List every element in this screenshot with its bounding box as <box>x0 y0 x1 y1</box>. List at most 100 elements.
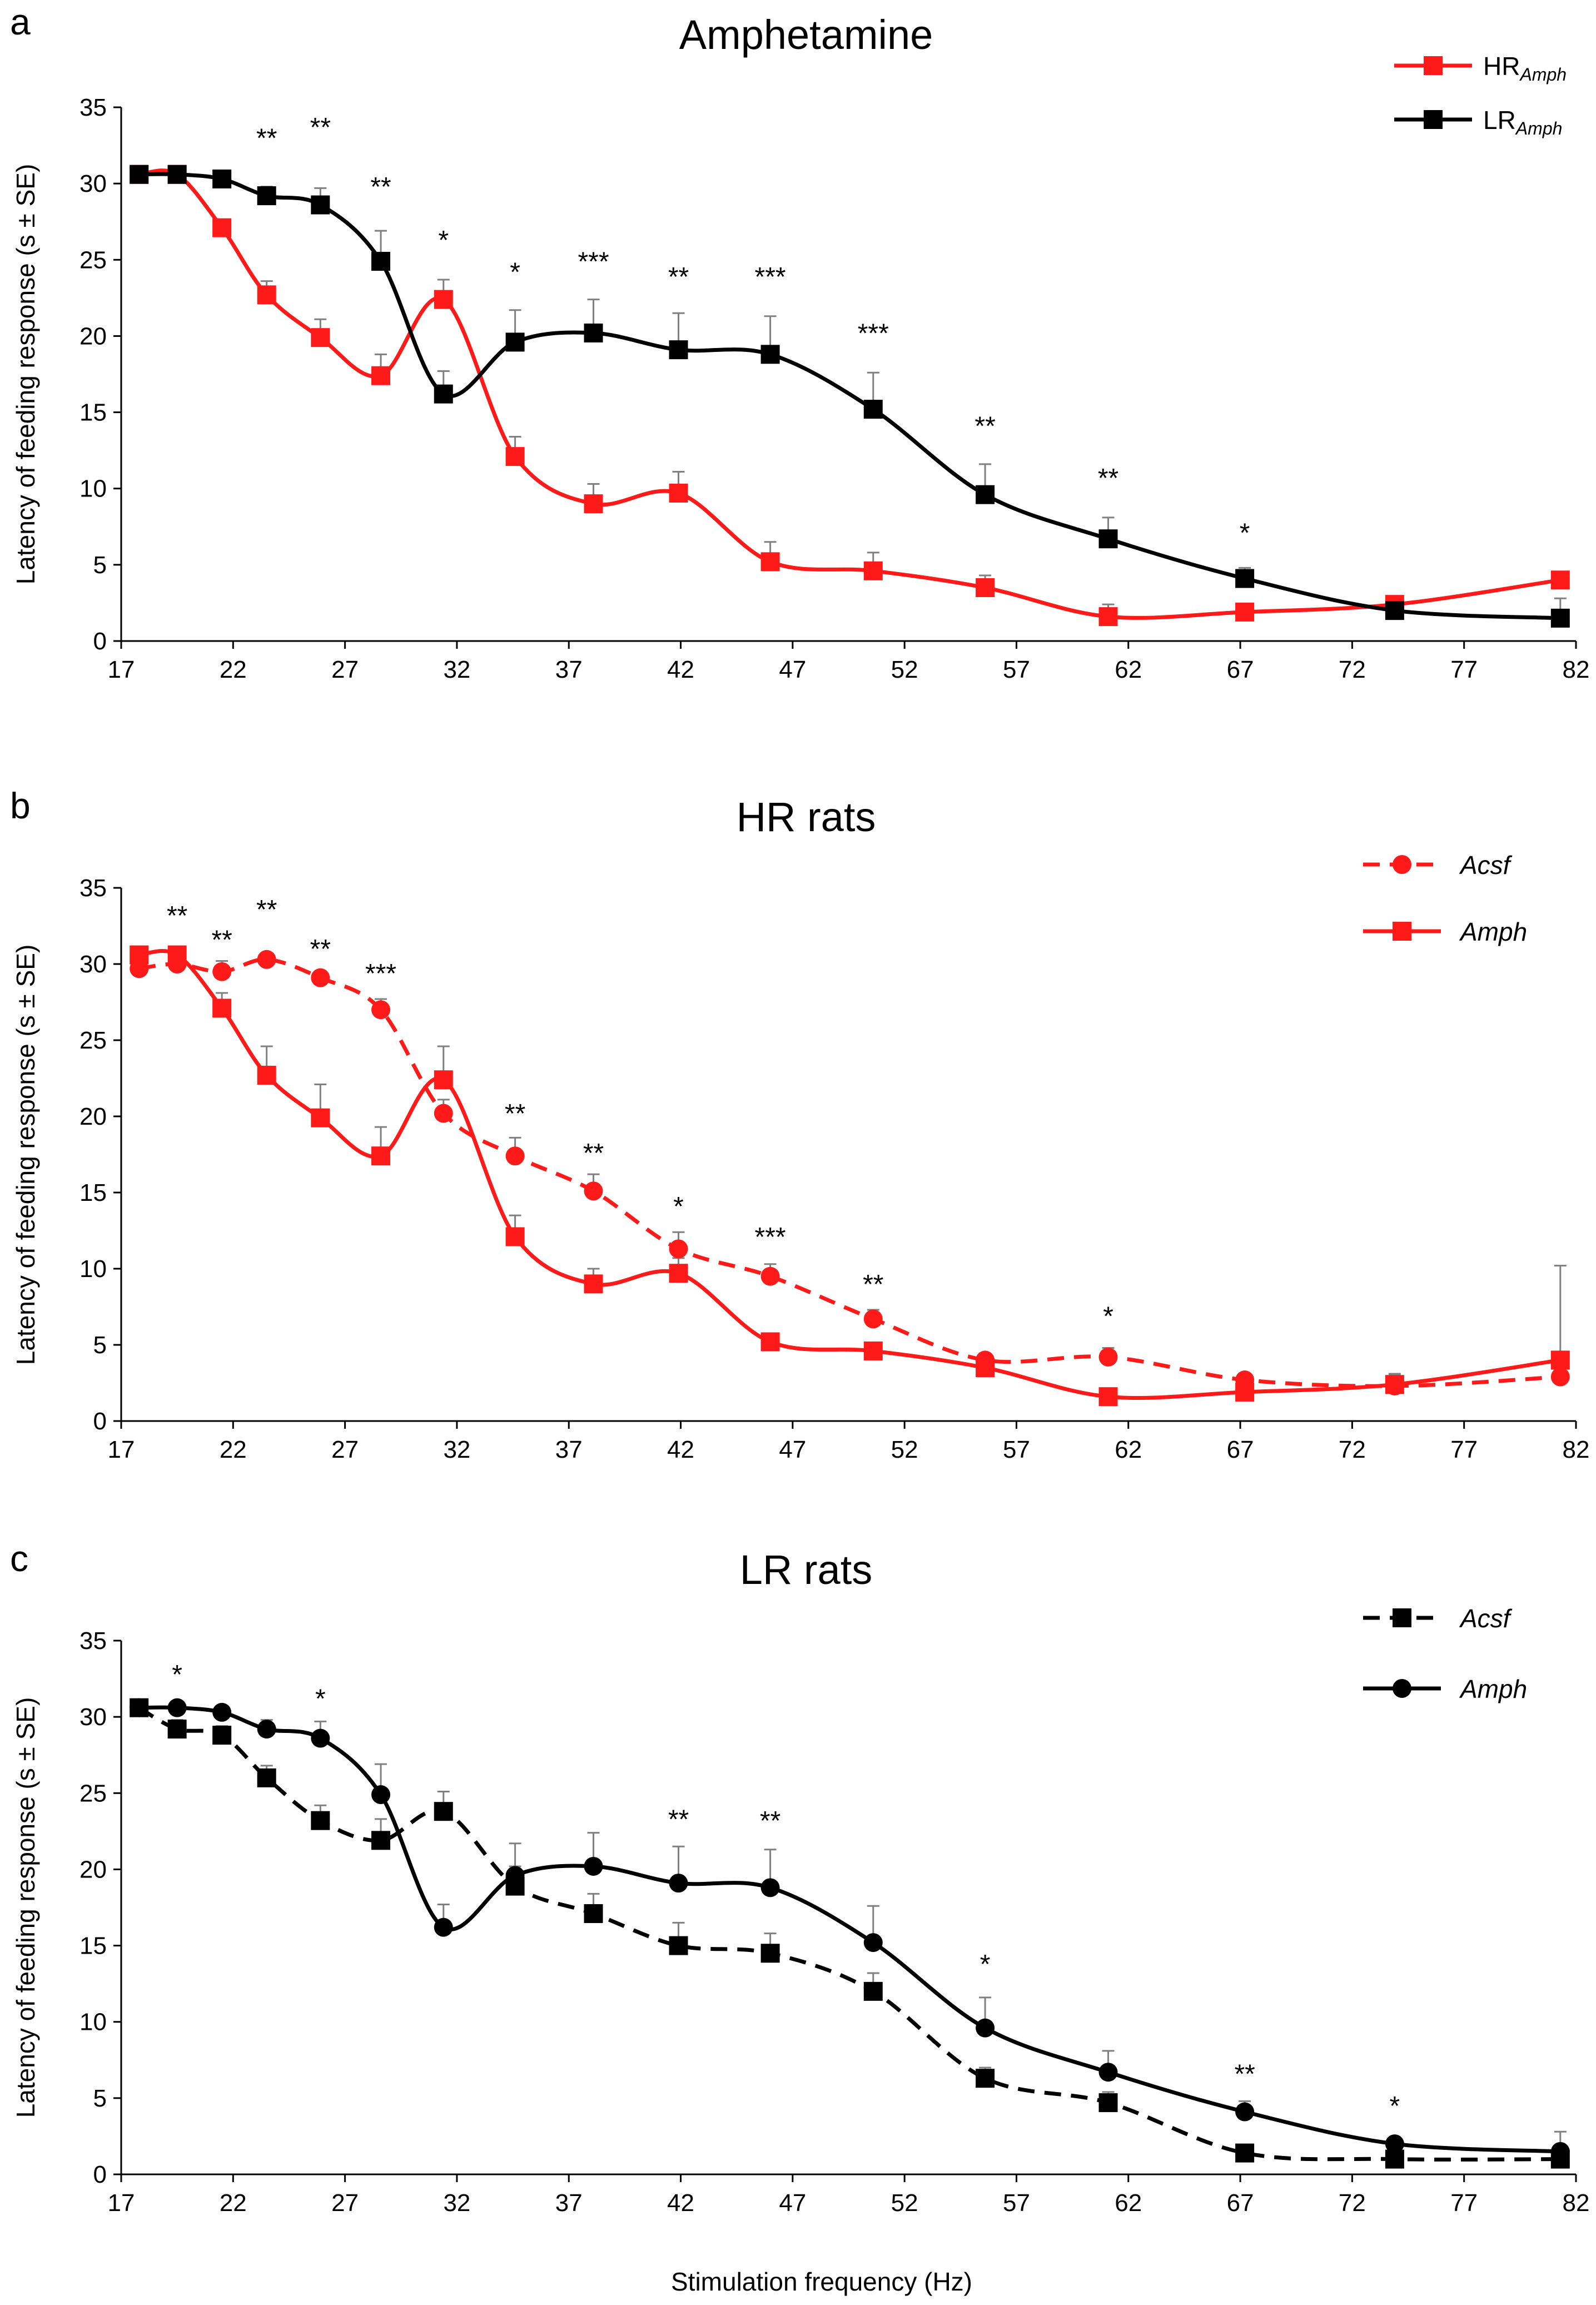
data-point-acsf <box>311 1811 330 1830</box>
data-point-acsf <box>1550 1367 1570 1387</box>
data-point-amph <box>584 1274 603 1294</box>
data-point-acsf <box>584 1904 603 1923</box>
data-point-acsf <box>863 1309 883 1329</box>
data-point-amph <box>1550 2142 1570 2161</box>
significance-label: ** <box>211 926 232 955</box>
data-point-hr <box>311 328 330 347</box>
data-point-hr <box>257 285 276 305</box>
significance-label: ** <box>256 895 277 925</box>
y-tick-label: 30 <box>79 1703 107 1731</box>
significance-label: * <box>172 1660 182 1690</box>
x-tick-label: 32 <box>443 2189 470 2217</box>
data-point-amph <box>976 2018 995 2038</box>
data-point-amph <box>976 1358 995 1378</box>
x-tick-label: 67 <box>1227 2189 1254 2217</box>
x-tick-label: 17 <box>108 2189 135 2217</box>
legend-marker-amph <box>1393 1679 1411 1698</box>
data-point-lr <box>863 400 883 419</box>
data-point-amph <box>1235 2102 1255 2122</box>
y-tick-label: 10 <box>79 2009 107 2036</box>
chart-title: HR rats <box>737 794 876 840</box>
y-tick-label: 15 <box>79 399 107 426</box>
x-tick-label: 52 <box>891 656 918 683</box>
significance-label: ** <box>583 1139 604 1168</box>
data-point-acsf <box>371 1000 391 1020</box>
series-line-hr <box>138 168 1561 620</box>
data-point-amph <box>505 1227 525 1246</box>
data-point-amph <box>584 1856 603 1876</box>
data-point-acsf <box>212 1726 232 1745</box>
data-point-hr <box>863 561 883 580</box>
legend-subscript: Amph <box>1515 118 1563 138</box>
panel-letter: c <box>10 1538 28 1579</box>
legend-marker-acsf <box>1393 1608 1411 1627</box>
panel-letter: b <box>10 785 31 826</box>
legend-marker-acsf <box>1393 855 1411 874</box>
data-point-hr <box>760 552 780 572</box>
data-point-amph <box>1550 1350 1570 1370</box>
data-point-hr <box>1550 570 1570 590</box>
series-line-lr <box>139 172 1560 620</box>
significance-label: ** <box>1098 464 1118 493</box>
x-tick-label: 47 <box>779 2189 806 2217</box>
significance-label: ** <box>668 1805 689 1834</box>
data-point-lr <box>212 169 232 188</box>
y-tick-label: 0 <box>93 2161 107 2188</box>
data-point-acsf <box>434 1802 453 1821</box>
x-tick-label: 52 <box>891 1436 918 1463</box>
data-point-amph <box>311 1108 330 1127</box>
y-tick-label: 35 <box>79 875 107 902</box>
x-tick-label: 47 <box>779 1436 806 1463</box>
data-point-lr <box>257 186 276 206</box>
data-point-amph <box>212 998 232 1018</box>
data-point-lr <box>130 165 149 184</box>
data-point-amph <box>434 1917 453 1937</box>
data-point-lr <box>760 345 780 364</box>
x-tick-label: 77 <box>1450 2189 1478 2217</box>
significance-label: ** <box>256 123 277 153</box>
data-point-acsf <box>505 1146 525 1166</box>
x-tick-label: 62 <box>1115 656 1142 683</box>
data-point-amph <box>257 1720 276 1739</box>
significance-label: * <box>673 1192 684 1221</box>
x-tick-label: 22 <box>220 656 247 683</box>
data-point-hr <box>1098 607 1118 627</box>
significance-label: * <box>1390 2092 1400 2121</box>
significance-label: *** <box>365 959 396 988</box>
data-point-lr <box>584 323 603 342</box>
significance-label: ** <box>1234 2059 1255 2089</box>
data-point-amph <box>167 1698 187 1717</box>
legend-label-lr: LRAmph <box>1483 106 1562 138</box>
y-tick-label: 10 <box>79 475 107 503</box>
y-tick-label: 30 <box>79 951 107 978</box>
x-tick-label: 72 <box>1339 656 1366 683</box>
chart-panel-a: a Amphetamine Latency of feeding response … <box>10 1 1589 683</box>
data-point-amph <box>257 1066 276 1085</box>
x-tick-label: 77 <box>1450 656 1478 683</box>
x-tick-label: 27 <box>331 656 359 683</box>
y-tick-label: 35 <box>79 94 107 121</box>
significance-label: * <box>1240 519 1250 548</box>
legend-label-acsf: Acsf <box>1459 851 1513 880</box>
x-tick-label: 67 <box>1227 1436 1254 1463</box>
data-point-lr <box>1550 608 1570 628</box>
y-tick-label: 0 <box>93 628 107 655</box>
significance-label: *** <box>755 1223 786 1252</box>
significance-label: *** <box>858 319 889 348</box>
data-point-acsf <box>311 968 330 987</box>
chart-title: LR rats <box>740 1547 873 1593</box>
series-line-acsf <box>138 1706 1560 2162</box>
x-tick-label: 22 <box>220 2189 247 2217</box>
data-point-hr <box>584 494 603 514</box>
data-point-acsf <box>257 950 276 969</box>
series-line-acsf <box>138 957 1560 1388</box>
y-tick-label: 25 <box>79 246 107 274</box>
data-point-lr <box>311 195 330 215</box>
x-tick-label: 27 <box>331 2189 359 2217</box>
x-tick-label: 62 <box>1115 1436 1142 1463</box>
data-point-lr <box>976 485 995 504</box>
x-tick-label: 82 <box>1563 656 1590 683</box>
significance-label: ** <box>310 935 331 964</box>
data-point-amph <box>371 1785 391 1805</box>
data-point-amph <box>1385 1375 1404 1394</box>
